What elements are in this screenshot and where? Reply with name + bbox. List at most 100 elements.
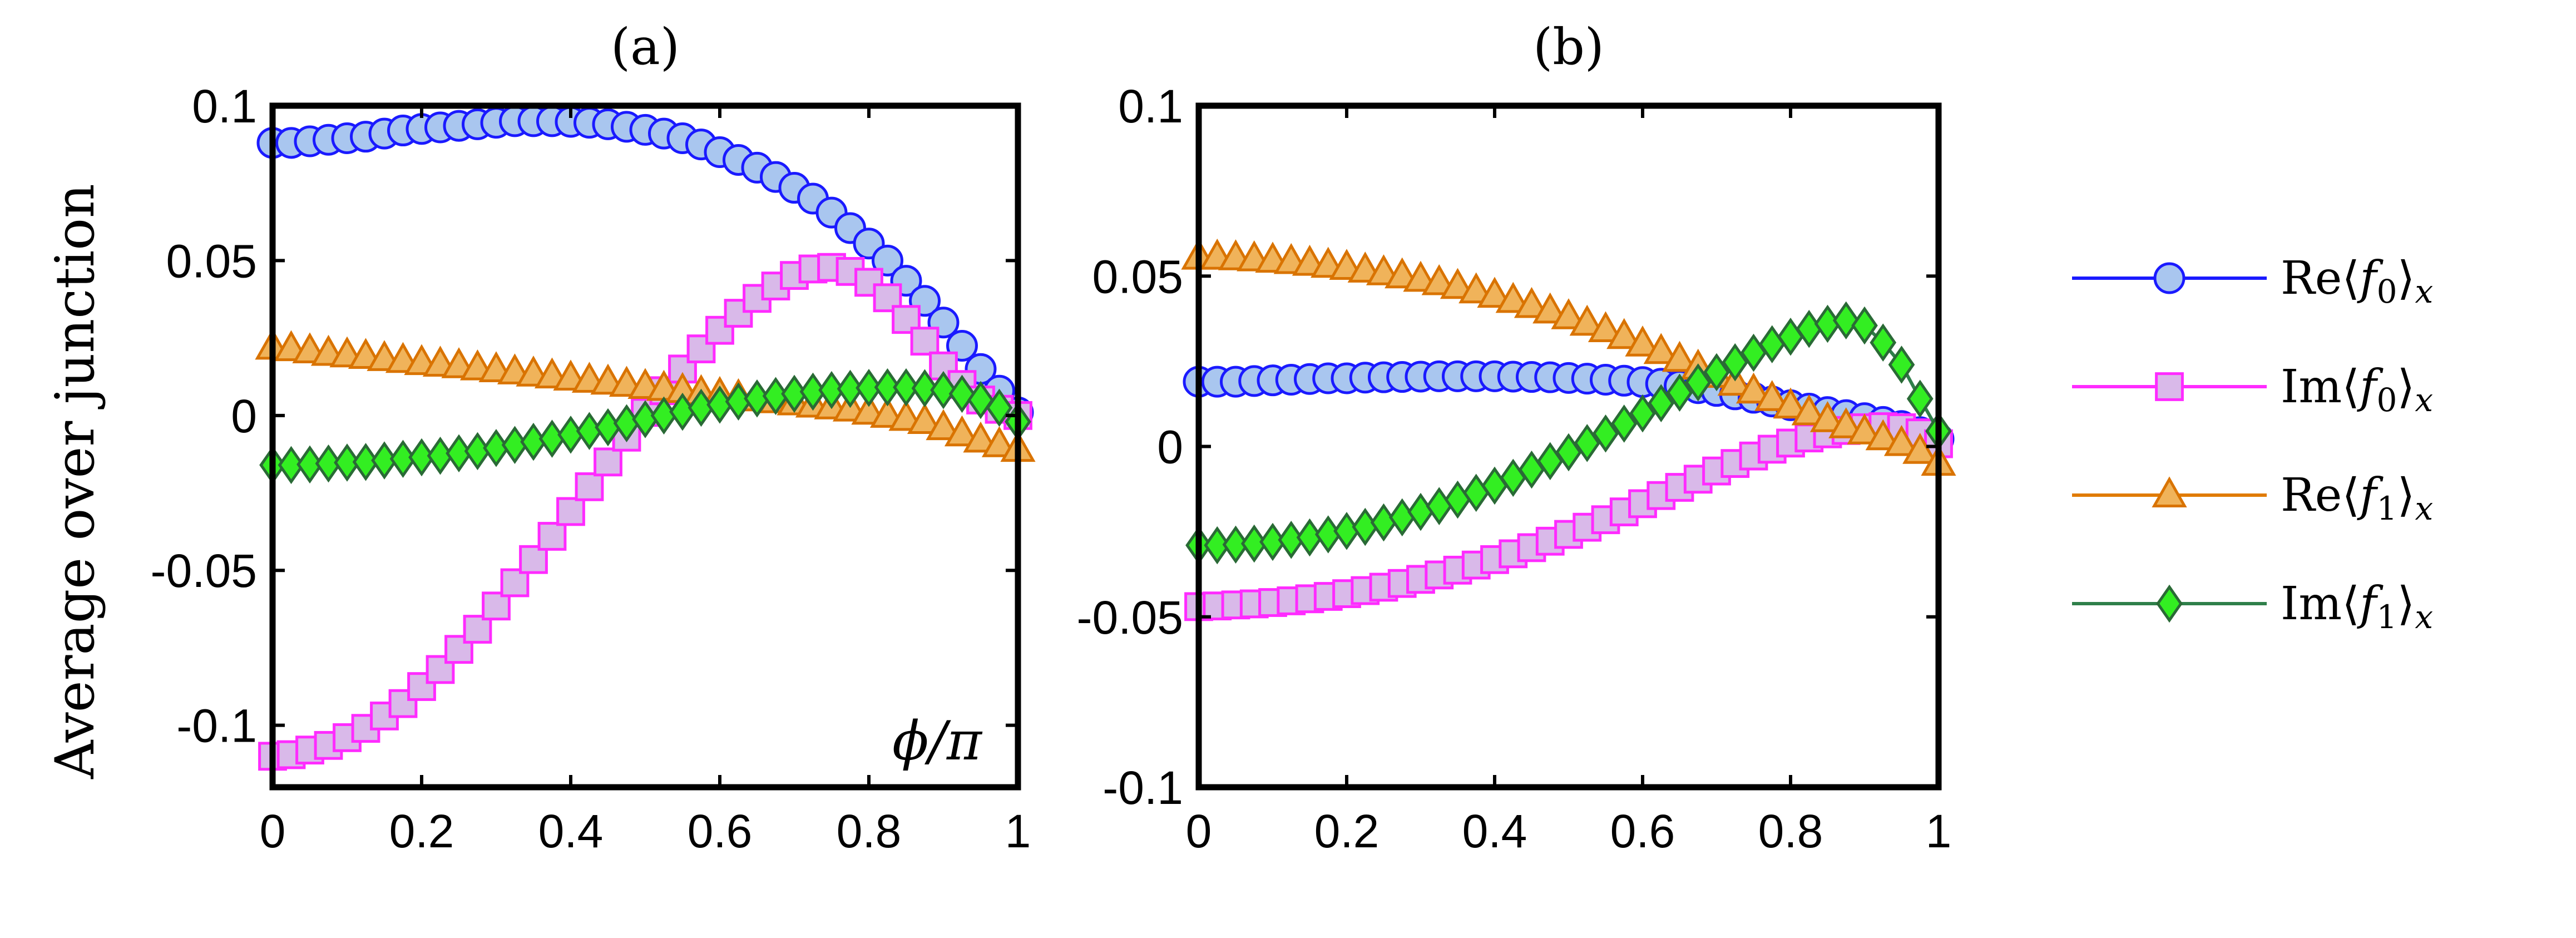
data-point-im_f1-28 (781, 374, 808, 413)
data-point-im_f1-15 (538, 419, 566, 458)
chart-panel-b: (b)0.10.050-0.05-0.10 0.2 0.4 0.6 0.8 1 (1077, 18, 1956, 857)
data-point-im_f0-28 (1702, 456, 1731, 486)
data-point-re_f1-32 (1773, 387, 1808, 419)
legend-label-part: ⟩ (2397, 361, 2415, 413)
data-point-re_f1-19 (1532, 292, 1568, 324)
data-point-re_f1-16 (1477, 277, 1512, 308)
legend-label-part: Re (2281, 252, 2342, 305)
legend-label-part: 1 (2377, 598, 2397, 636)
data-point-re_f1-36 (926, 409, 961, 441)
data-point-re_f1-13 (1421, 264, 1457, 295)
legend-marker-re_f0 (2153, 262, 2186, 294)
chart-panels: (a)0.10.050-0.05-0.10 0.2 0.4 0.6 0.8 1ϕ/π(b)… (151, 18, 1956, 857)
data-point-re_f1-20 (1551, 298, 1586, 329)
data-point-im_f1-28 (1703, 353, 1730, 392)
y-axis-label: Average over junction (44, 184, 106, 779)
data-point-re_f1-38 (1883, 424, 1920, 456)
x-axis-annotation: ϕ/π (892, 710, 983, 772)
panel-title-b: (b) (1533, 18, 1604, 76)
data-point-re_f1-23 (1606, 318, 1642, 349)
data-point-im_f1-23 (1610, 404, 1638, 443)
data-point-re_f1-37 (1865, 419, 1901, 451)
legend-label-part: ⟩ (2397, 577, 2415, 630)
data-point-im_f1-27 (762, 377, 789, 416)
legend-label-part: Im (2281, 577, 2342, 630)
data-point-im_f1-7 (389, 440, 417, 478)
data-point-im_f1-3 (315, 444, 342, 483)
data-point-im_f1-29 (1722, 343, 1749, 382)
data-point-re_f1-14 (1440, 268, 1476, 299)
data-point-im_f0-18 (594, 447, 622, 477)
data-point-re_f1-26 (1662, 340, 1698, 372)
legend-label-part: 0 (2377, 273, 2397, 310)
legend-marker-im_f1 (2156, 584, 2183, 623)
y-tick-label: -0.1 (176, 700, 257, 752)
x-tick-label: 0 (1186, 805, 1212, 857)
x-tick-label: 0.2 (1314, 805, 1380, 857)
data-point-re_f1-39 (1902, 433, 1938, 464)
data-point-im_f1-5 (352, 443, 379, 481)
legend-label-part: ⟨ (2342, 469, 2360, 522)
legend-label-im_f1: Im⟨f1⟩x (2281, 577, 2433, 636)
data-point-im_f1-8 (408, 438, 435, 477)
legend-label-part: x (2415, 381, 2433, 419)
data-point-im_f1-1 (278, 446, 305, 485)
legend-entry-re_f1: Re⟨f1⟩x (2072, 469, 2433, 527)
y-tick-label: -0.05 (1077, 591, 1183, 644)
data-point-re_f1-35 (1828, 407, 1864, 438)
data-point-im_f0-14 (519, 545, 548, 574)
legend-label-im_f0: Im⟨f0⟩x (2281, 361, 2433, 419)
series-re_f1-b (1181, 238, 1956, 476)
legend-label-part: Re (2281, 469, 2342, 522)
data-point-im_f1-38 (1888, 345, 1915, 384)
data-point-im_f0-16 (556, 497, 585, 526)
data-point-re_f1-39 (981, 426, 1017, 457)
legend-label-part: ⟩ (2397, 469, 2415, 522)
data-point-im_f0-13 (500, 568, 530, 598)
data-point-im_f0-15 (537, 522, 567, 551)
legend-label-part: 0 (2377, 381, 2397, 419)
data-point-re_f1-30 (1736, 372, 1772, 404)
data-point-re_f0-33 (872, 244, 903, 277)
y-tick-label: 0 (231, 390, 257, 442)
data-point-re_f1-24 (1625, 325, 1660, 357)
legend-label-re_f1: Re⟨f1⟩x (2281, 469, 2433, 527)
data-point-im_f1-2 (1222, 525, 1249, 564)
legend-marker-re_f1 (2152, 476, 2187, 507)
data-point-im_f1-10 (1370, 503, 1397, 542)
legend-entry-re_f0: Re⟨f0⟩x (2072, 252, 2433, 310)
data-point-re_f1-34 (1809, 401, 1846, 432)
data-point-im_f1-13 (1426, 487, 1453, 525)
x-tick-label: 0.4 (1462, 805, 1527, 857)
legend-label-part: 1 (2377, 490, 2397, 527)
data-point-im_f1-34 (893, 368, 919, 407)
legend-label-part: x (2415, 273, 2434, 310)
data-point-im_f1-15 (1462, 473, 1490, 512)
series-im_f1-b (1185, 301, 1952, 565)
x-tick-label: 0.4 (538, 805, 604, 857)
legend-label-part: Im (2281, 361, 2342, 413)
data-point-re_f1-17 (1495, 282, 1531, 313)
legend-label-part: x (2415, 490, 2434, 527)
data-point-re_f1-35 (907, 403, 943, 434)
data-point-im_f1-35 (911, 369, 938, 408)
legend-label-part: x (2415, 598, 2433, 636)
data-point-im_f1-21 (1574, 424, 1601, 462)
data-point-im_f1-35 (1832, 301, 1860, 340)
y-tick-label: 0.05 (166, 235, 258, 287)
data-point-im_f1-4 (334, 443, 360, 482)
x-tick-label: 0 (260, 805, 286, 857)
data-point-im_f1-39 (1906, 379, 1934, 418)
data-point-re_f1-37 (944, 415, 980, 447)
data-point-im_f1-22 (1592, 414, 1619, 453)
series-im_f0-b (1184, 412, 1953, 621)
data-point-re_f1-18 (1514, 287, 1550, 318)
data-point-im_f1-36 (930, 371, 957, 409)
data-point-im_f1-37 (1870, 323, 1897, 362)
data-point-re_f1-31 (1754, 380, 1790, 411)
data-point-im_f0-35 (910, 327, 940, 356)
data-point-im_f1-12 (1407, 492, 1434, 531)
legend-label-part: ⟨ (2342, 577, 2360, 630)
data-point-im_f1-33 (874, 368, 901, 407)
data-point-im_f0-9 (426, 655, 455, 684)
